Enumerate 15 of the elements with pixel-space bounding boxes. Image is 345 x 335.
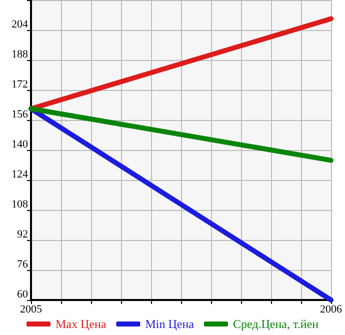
y-tick-label: 140 — [12, 138, 28, 150]
y-tick-label: 108 — [12, 198, 28, 210]
y-tick-label: 156 — [12, 108, 28, 120]
y-tick-label: 172 — [12, 78, 28, 90]
y-tick-label: 92 — [17, 228, 28, 240]
legend-label: Сред.Цена, т.йен — [232, 317, 320, 331]
legend-label: Max Цена — [55, 317, 107, 331]
y-tick-label: 188 — [12, 48, 28, 60]
x-tick-label: 2006 — [320, 304, 342, 316]
legend-label: Min Цена — [145, 317, 195, 331]
y-tick-label: 204 — [12, 18, 28, 30]
x-tick-label: 2005 — [20, 304, 42, 316]
y-tick-label: 60 — [17, 288, 28, 300]
y-tick-label: 76 — [17, 258, 28, 270]
y-tick-label: 124 — [12, 168, 28, 180]
